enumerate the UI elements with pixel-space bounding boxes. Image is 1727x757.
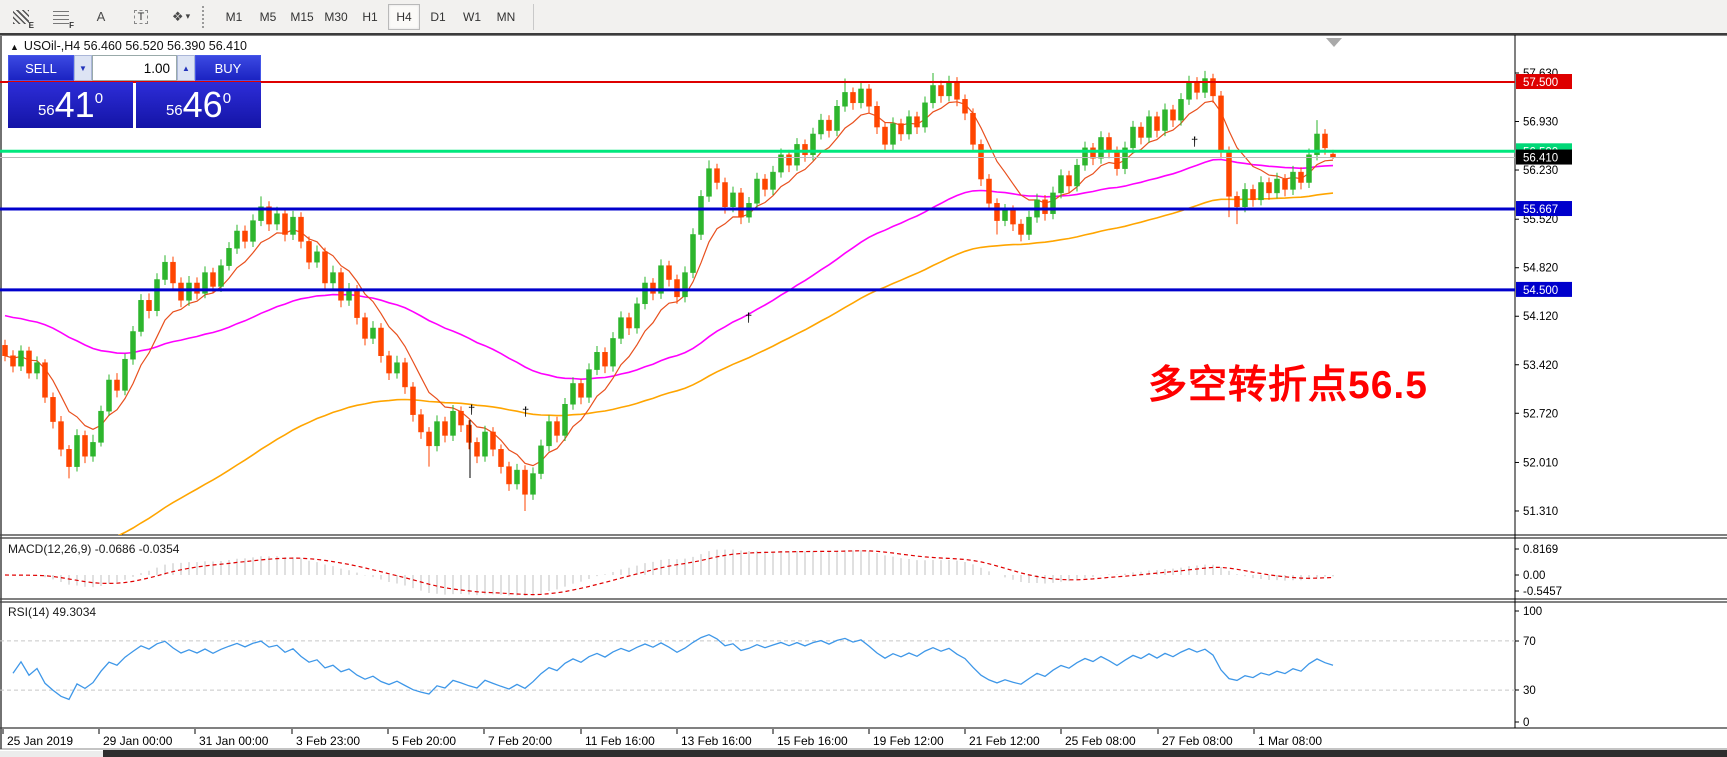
slow-ma-line <box>117 192 1334 535</box>
label-tool-icon[interactable]: T <box>128 5 154 29</box>
timeframe-button-m5[interactable]: M5 <box>259 9 277 24</box>
price-tick-label: 54.120 <box>1523 311 1558 323</box>
toolbar-grip[interactable] <box>202 5 209 28</box>
timeframe-buttons: M1 M5 M15 M30 H1 H4 D1 W1 MN <box>217 3 523 30</box>
time-axis: 25 Jan 2019 29 Jan 00:00 31 Jan 00:00 3 Feb… <box>2 729 1322 748</box>
dagger-marker: † <box>468 402 475 417</box>
time-tick-label: 27 Feb 08:00 <box>1162 734 1233 748</box>
price-57.500-badge <box>1516 74 1572 90</box>
rsi-tick-label: 70 <box>1523 636 1536 648</box>
rsi-tick-label: 0 <box>1523 717 1529 729</box>
price-55.667-badge <box>1516 201 1572 217</box>
timeframe-button-mn[interactable]: MN <box>496 9 516 24</box>
time-tick-label: 19 Feb 12:00 <box>873 734 944 748</box>
rsi-panel: 100 70 30 0 <box>0 606 1542 729</box>
timeframe-button-m15[interactable]: M15 <box>290 9 314 24</box>
time-tick-label: 5 Feb 20:00 <box>392 734 456 748</box>
medium-ma-line <box>4 158 1334 381</box>
arrows-tool-icon[interactable]: ❖ ▾ <box>171 8 191 24</box>
dagger-marker: † <box>1191 134 1198 149</box>
chart-markers: † † † † <box>468 38 1342 478</box>
fast-ma-line <box>4 100 1334 467</box>
timeframe-button-m1[interactable]: M1 <box>225 9 243 24</box>
time-tick-label: 29 Jan 00:00 <box>103 734 173 748</box>
chart-title: ▲ USOil-,H4 56.460 56.520 56.390 56.410 <box>10 39 247 53</box>
timeframe-button-w1[interactable]: W1 <box>463 9 481 24</box>
price-tick-label: 53.420 <box>1523 360 1558 372</box>
time-tick-label: 3 Feb 23:00 <box>296 734 360 748</box>
time-tick-label: 25 Feb 08:00 <box>1065 734 1136 748</box>
time-tick-label: 13 Feb 16:00 <box>681 734 752 748</box>
sell-price-panel[interactable]: 56 41 0 <box>8 82 133 128</box>
time-tick-label: 31 Jan 00:00 <box>199 734 269 748</box>
hscrollbar-thumb[interactable] <box>103 750 1727 757</box>
sell-button[interactable]: SELL <box>8 55 74 81</box>
toolbar-separator <box>533 3 534 30</box>
macd-tick-label: -0.5457 <box>1523 586 1562 598</box>
volume-decrease-button[interactable]: ▼ <box>74 55 92 81</box>
macd-tick-label: 0.8169 <box>1523 544 1558 556</box>
macd-signal-line <box>4 550 1334 596</box>
rsi-label: RSI(14) 49.3034 <box>8 605 97 619</box>
macd-label: MACD(12,26,9) -0.0686 -0.0354 <box>8 542 180 556</box>
price-tick-label: 51.310 <box>1523 506 1558 518</box>
rsi-tick-label: 100 <box>1523 606 1542 618</box>
price-tick-label: 52.720 <box>1523 408 1558 420</box>
rsi-tick-label: 30 <box>1523 685 1536 697</box>
price-tick-label: 54.820 <box>1523 263 1558 275</box>
equidistant-channel-icon[interactable]: E <box>8 5 34 30</box>
chevron-down-icon[interactable]: ▾ <box>185 11 191 21</box>
price-tick-label: 55.520 <box>1523 214 1558 226</box>
timeframe-button-d1[interactable]: D1 <box>430 9 446 24</box>
timeframe-button-m30[interactable]: M30 <box>324 9 348 24</box>
candlestick-layer <box>2 70 1336 511</box>
price-tick-label: 56.230 <box>1523 165 1558 177</box>
time-tick-label: 11 Feb 16:00 <box>585 734 655 748</box>
dagger-marker: † <box>745 310 752 325</box>
chart-text-annotation[interactable]: 多空转折点56.5 <box>1148 364 1428 407</box>
time-tick-label: 7 Feb 20:00 <box>488 734 552 748</box>
svg-text:55.667: 55.667 <box>1523 204 1558 216</box>
price-54.500-badge <box>1516 281 1572 297</box>
macd-tick-label: 0.00 <box>1523 570 1545 582</box>
down-arrow-marker <box>1326 38 1342 47</box>
time-tick-label: 21 Feb 12:00 <box>969 734 1040 748</box>
timeframe-button-h1[interactable]: H1 <box>362 9 378 24</box>
price-tick-label: 56.930 <box>1523 117 1558 129</box>
price-tick-label: 52.010 <box>1523 457 1558 469</box>
time-tick-label: 15 Feb 16:00 <box>777 734 848 748</box>
fibonacci-retracement-icon[interactable]: F <box>48 5 74 30</box>
svg-text:56.410: 56.410 <box>1523 153 1558 165</box>
macd-panel: 0.8169 0.00 -0.5457 <box>4 544 1562 598</box>
toolbar: E F A T ❖ ▾ M1 M5 M15 M30 H1 H4 D1 W1 MN <box>0 0 1727 35</box>
svg-text:57.500: 57.500 <box>1523 77 1558 89</box>
collapse-icon[interactable]: ▲ <box>10 42 19 52</box>
buy-button[interactable]: BUY <box>195 55 261 81</box>
price-axis: 57.63056.93056.23055.52054.82054.12053.4… <box>1515 68 1572 518</box>
main-chart-layer[interactable] <box>4 100 1334 583</box>
timeframe-button-h4[interactable]: H4 <box>388 3 420 30</box>
symbol-ohlc-text: USOil-,H4 56.460 56.520 56.390 56.410 <box>23 39 247 53</box>
dagger-marker: † <box>522 404 529 419</box>
volume-input[interactable]: 1.00 <box>92 55 177 81</box>
text-tool-icon[interactable]: A <box>96 9 106 24</box>
volume-increase-button[interactable]: ▲ <box>177 55 195 81</box>
rsi-line <box>12 633 1334 701</box>
current-price-badge <box>1516 149 1572 165</box>
time-tick-label: 1 Mar 08:00 <box>1258 734 1322 748</box>
drawing-tools: E F A T ❖ ▾ <box>0 5 194 30</box>
svg-text:54.500: 54.500 <box>1523 285 1558 297</box>
time-tick-label: 25 Jan 2019 <box>7 734 73 748</box>
buy-price-panel[interactable]: 56 46 0 <box>136 82 261 128</box>
one-click-trading-panel: SELL ▼ 1.00 ▲ BUY 56 41 0 56 46 0 <box>8 55 261 128</box>
